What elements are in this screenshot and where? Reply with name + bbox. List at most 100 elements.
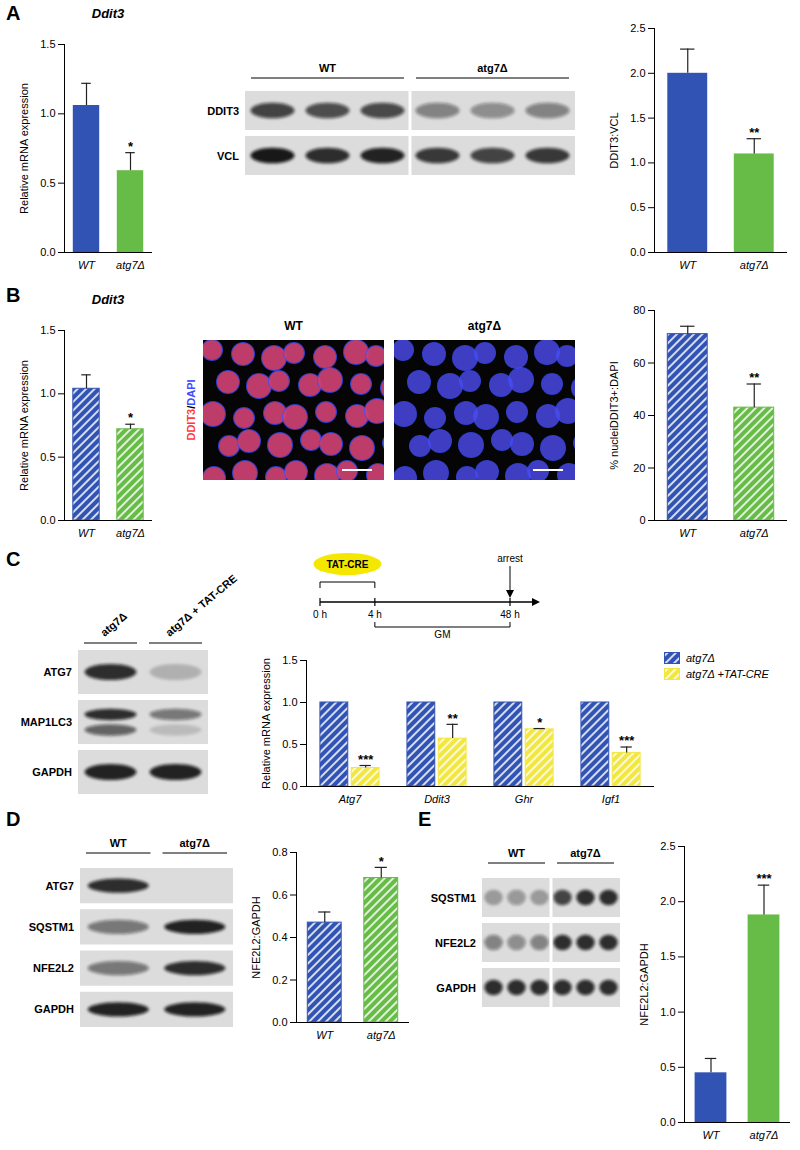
svg-text:1.5: 1.5 [40,38,55,50]
svg-text:NFE2L2: NFE2L2 [435,937,476,949]
html-text:A: A [6,2,21,24]
svg-text:atg7Δ: atg7Δ [116,527,145,539]
svg-text:DDIT3/DAPI: DDIT3/DAPI [185,379,197,440]
svg-text:0.5: 0.5 [40,177,55,189]
svg-text:atg7Δ + TAT-CRE: atg7Δ + TAT-CRE [163,572,239,638]
svg-text:WT: WT [679,259,697,271]
svg-text:SQSTM1: SQSTM1 [431,892,476,904]
svg-text:NFE2L2: NFE2L2 [33,962,74,974]
svg-text:GM: GM [434,629,450,640]
svg-text:2.5: 2.5 [660,840,675,852]
svg-text:arrest: arrest [497,553,523,564]
svg-text:*: * [537,715,543,730]
svg-text:**: ** [749,370,760,385]
svg-text:WT: WT [78,259,96,271]
svg-text:0.8: 0.8 [272,846,287,858]
svg-text:0.0: 0.0 [630,246,645,258]
svg-text:DDIT3:VCL: DDIT3:VCL [608,112,620,168]
svg-text:**: ** [448,711,459,726]
svg-text:Relative mRNA expression: Relative mRNA expression [18,83,30,214]
svg-text:4 h: 4 h [368,609,382,620]
svg-text:ATG7: ATG7 [45,880,74,892]
svg-text:0.4: 0.4 [272,931,287,943]
svg-text:0.0: 0.0 [272,1016,287,1028]
svg-text:WT: WT [316,1029,334,1041]
svg-text:0.5: 0.5 [660,1061,675,1073]
svg-text:GAPDH: GAPDH [34,1003,74,1015]
svg-text:80: 80 [633,304,645,316]
svg-text:0: 0 [639,514,645,526]
svg-text:40: 40 [633,409,645,421]
svg-text:0.2: 0.2 [272,974,287,986]
svg-text:0.5: 0.5 [40,451,55,463]
svg-text:SQSTM1: SQSTM1 [29,921,74,933]
svg-text:GAPDH: GAPDH [436,982,476,994]
svg-text:1.0: 1.0 [40,387,55,399]
svg-text:60: 60 [633,357,645,369]
svg-text:VCL: VCL [217,150,239,162]
svg-text:Relative mRNA expression: Relative mRNA expression [260,658,272,789]
svg-text:0.0: 0.0 [40,246,55,258]
svg-text:1.0: 1.0 [660,1006,675,1018]
svg-text:1.5: 1.5 [282,654,297,666]
svg-text:*: * [128,410,134,425]
svg-text:*: * [379,854,385,869]
svg-text:2.0: 2.0 [660,895,675,907]
svg-text:WT: WT [284,319,303,333]
svg-text:1.5: 1.5 [630,112,645,124]
svg-text:1.0: 1.0 [40,107,55,119]
svg-text:WT: WT [679,527,697,539]
svg-text:Igf1: Igf1 [602,793,620,805]
svg-text:0.6: 0.6 [272,889,287,901]
svg-text:GAPDH: GAPDH [32,766,72,778]
svg-text:0.5: 0.5 [630,201,645,213]
svg-text:% nucleiDDIT3+:DAPI: % nucleiDDIT3+:DAPI [608,361,620,470]
svg-text:DDIT3: DDIT3 [207,105,239,117]
html-text:C: C [6,548,21,570]
svg-text:0.0: 0.0 [40,514,55,526]
svg-text:atg7Δ: atg7Δ [367,1029,396,1041]
svg-text:ATG7: ATG7 [43,666,72,678]
svg-text:atg7Δ: atg7Δ [570,847,601,859]
svg-text:Relative mRNA expression: Relative mRNA expression [18,360,30,491]
svg-text:20: 20 [633,462,645,474]
svg-text:**: ** [749,125,760,140]
svg-text:atg7Δ: atg7Δ [750,1129,779,1141]
svg-text:WT: WT [508,847,525,859]
svg-text:2.5: 2.5 [630,22,645,34]
svg-text:NFE2L2:GAPDH: NFE2L2:GAPDH [638,943,650,1026]
svg-text:***: *** [619,733,635,748]
svg-text:Atg7: Atg7 [338,793,363,805]
svg-text:TAT-CRE: TAT-CRE [326,559,368,570]
svg-text:48 h: 48 h [500,609,519,620]
svg-text:1.5: 1.5 [660,950,675,962]
svg-text:Ghr: Ghr [515,793,535,805]
svg-text:***: *** [358,752,374,767]
svg-text:1.0: 1.0 [282,696,297,708]
svg-text:atg7Δ: atg7Δ [179,837,210,849]
svg-text:atg7Δ: atg7Δ [740,259,769,271]
svg-text:atg7Δ: atg7Δ [98,610,129,639]
html-text:D: D [6,808,21,830]
svg-text:2.0: 2.0 [630,67,645,79]
svg-text:WT: WT [78,527,96,539]
svg-text:atg7Δ: atg7Δ [740,527,769,539]
svg-text:WT: WT [319,62,336,74]
svg-text:*: * [128,139,134,154]
svg-text:NFE2L2:GAPDH: NFE2L2:GAPDH [250,896,262,979]
svg-text:0 h: 0 h [313,609,327,620]
svg-text:Ddit3: Ddit3 [424,793,451,805]
svg-text:MAP1LC3: MAP1LC3 [21,716,72,728]
svg-text:atg7Δ: atg7Δ [477,62,508,74]
svg-text:***: *** [756,871,772,886]
svg-text:1.5: 1.5 [40,324,55,336]
svg-text:0.0: 0.0 [660,1116,675,1128]
svg-text:atg7Δ: atg7Δ [468,319,502,333]
svg-text:0.0: 0.0 [282,780,297,792]
svg-text:WT: WT [702,1129,720,1141]
svg-text:WT: WT [110,837,127,849]
svg-text:atg7Δ: atg7Δ [116,259,145,271]
svg-text:1.0: 1.0 [630,156,645,168]
svg-text:0.5: 0.5 [282,738,297,750]
html-text:B: B [6,284,21,306]
